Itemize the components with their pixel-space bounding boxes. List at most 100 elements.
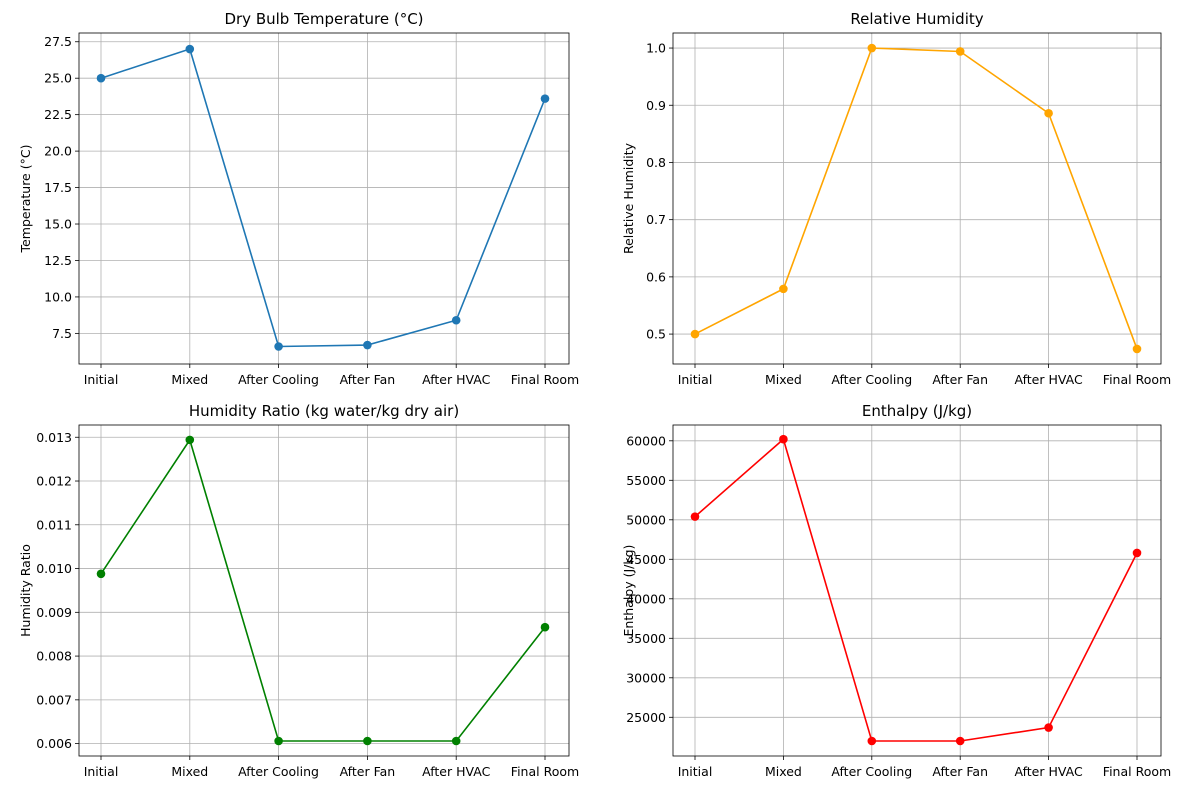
x-tick-label: After Cooling [831,372,912,387]
y-tick-label: 0.007 [36,692,72,707]
y-tick-label: 60000 [626,433,666,448]
x-tick-label: Final Room [1103,372,1171,387]
x-tick-label: After Fan [932,372,988,387]
data-point [96,73,106,83]
x-tick-label: Initial [84,764,119,779]
data-point [779,434,788,444]
x-tick-label: Initial [678,372,713,387]
data-point [185,44,195,54]
y-tick-label: 0.8 [646,155,666,170]
data-point [1132,344,1142,354]
data-point [274,736,283,746]
x-tick-label: Mixed [171,764,208,779]
data-point [96,569,106,579]
series-line [100,48,546,348]
data-point [540,622,550,632]
y-tick-label: 40000 [626,591,666,606]
series-line [694,437,1138,742]
x-tick-label: Final Room [1103,764,1171,779]
y-tick-label: 0.6 [646,269,666,284]
y-tick-label: 12.5 [44,253,72,268]
y-axis-label: Humidity Ratio [18,544,33,637]
y-tick-label: 1.0 [646,41,666,56]
subplot-2: Initial Mixed After Cooling After Fan After … [621,10,1171,387]
data-point [451,315,461,325]
axes-frame [672,424,1162,757]
y-tick-label: 0.009 [36,605,72,620]
y-tick-label: 0.012 [36,474,72,489]
axes-frame [78,32,570,365]
chart-title: Relative Humidity [850,10,983,28]
y-tick-label: 30000 [626,670,666,685]
x-tick-label: Initial [84,372,119,387]
data-point [274,342,283,351]
data-point [779,284,788,294]
chart-title: Enthalpy (J/kg) [862,402,972,420]
y-tick-label: 0.7 [646,212,666,227]
x-tick-label: Initial [678,764,713,779]
x-tick-label: Mixed [765,372,802,387]
y-tick-label: 15.0 [44,217,72,232]
x-tick-label: Mixed [171,372,208,387]
subplot-3: Initial Mixed After Cooling After Fan After … [18,402,579,779]
x-tick-label: After HVAC [422,372,490,387]
y-tick-label: 0.008 [36,649,72,664]
data-point [363,736,372,746]
x-tick-label: After Cooling [831,764,912,779]
data-point [540,94,550,103]
x-tick-label: After Fan [932,764,988,779]
y-tick-label: 25.0 [44,71,72,86]
chart-title: Dry Bulb Temperature (°C) [224,10,423,28]
x-tick-label: After HVAC [422,764,490,779]
x-tick-label: After Cooling [238,764,319,779]
axes-frame [672,32,1162,365]
y-tick-label: 50000 [626,512,666,527]
y-axis-label: Temperature (°C) [18,145,33,254]
y-tick-label: 0.011 [36,517,72,532]
series-line [694,47,1138,350]
chart-title: Humidity Ratio (kg water/kg dry air) [189,402,459,420]
x-tick-label: After HVAC [1014,372,1082,387]
y-tick-label: 0.006 [36,736,72,751]
y-axis-label: Enthalpy (J/kg) [621,545,636,637]
data-point [955,47,965,56]
y-axis-label: Relative Humidity [621,142,636,254]
y-tick-label: 20.0 [44,144,72,159]
data-point [363,340,372,350]
y-tick-label: 0.013 [36,430,72,445]
x-tick-label: After Fan [340,764,396,779]
y-tick-label: 0.010 [36,561,72,576]
y-tick-label: 10.0 [44,289,72,304]
x-tick-label: After Cooling [238,372,319,387]
data-point [1044,723,1053,732]
data-point [955,736,965,746]
data-point [1044,108,1053,118]
data-point [867,736,877,746]
subplot-4: Initial Mixed After Cooling After Fan After … [621,402,1171,779]
x-tick-label: After Fan [340,372,396,387]
axes-frame [78,424,570,757]
y-tick-label: 22.5 [44,107,72,122]
x-tick-label: Mixed [765,764,802,779]
y-tick-label: 35000 [626,631,666,646]
y-tick-label: 55000 [626,473,666,488]
y-tick-label: 7.5 [52,326,72,341]
data-point [451,736,461,746]
series-line [100,438,546,742]
data-point [690,512,700,521]
y-tick-label: 27.5 [44,34,72,49]
x-tick-label: After HVAC [1014,764,1082,779]
data-point [185,435,195,445]
data-point [690,329,700,339]
data-point [1132,548,1142,558]
x-tick-label: Final Room [511,372,579,387]
data-point [867,43,877,53]
y-tick-label: 0.5 [646,327,666,342]
y-tick-label: 25000 [626,710,666,725]
y-tick-label: 45000 [626,552,666,567]
y-tick-label: 17.5 [44,180,72,195]
y-tick-label: 0.9 [646,98,666,113]
subplot-1: Initial Mixed After Cooling After Fan After … [18,10,579,387]
x-tick-label: Final Room [511,764,579,779]
